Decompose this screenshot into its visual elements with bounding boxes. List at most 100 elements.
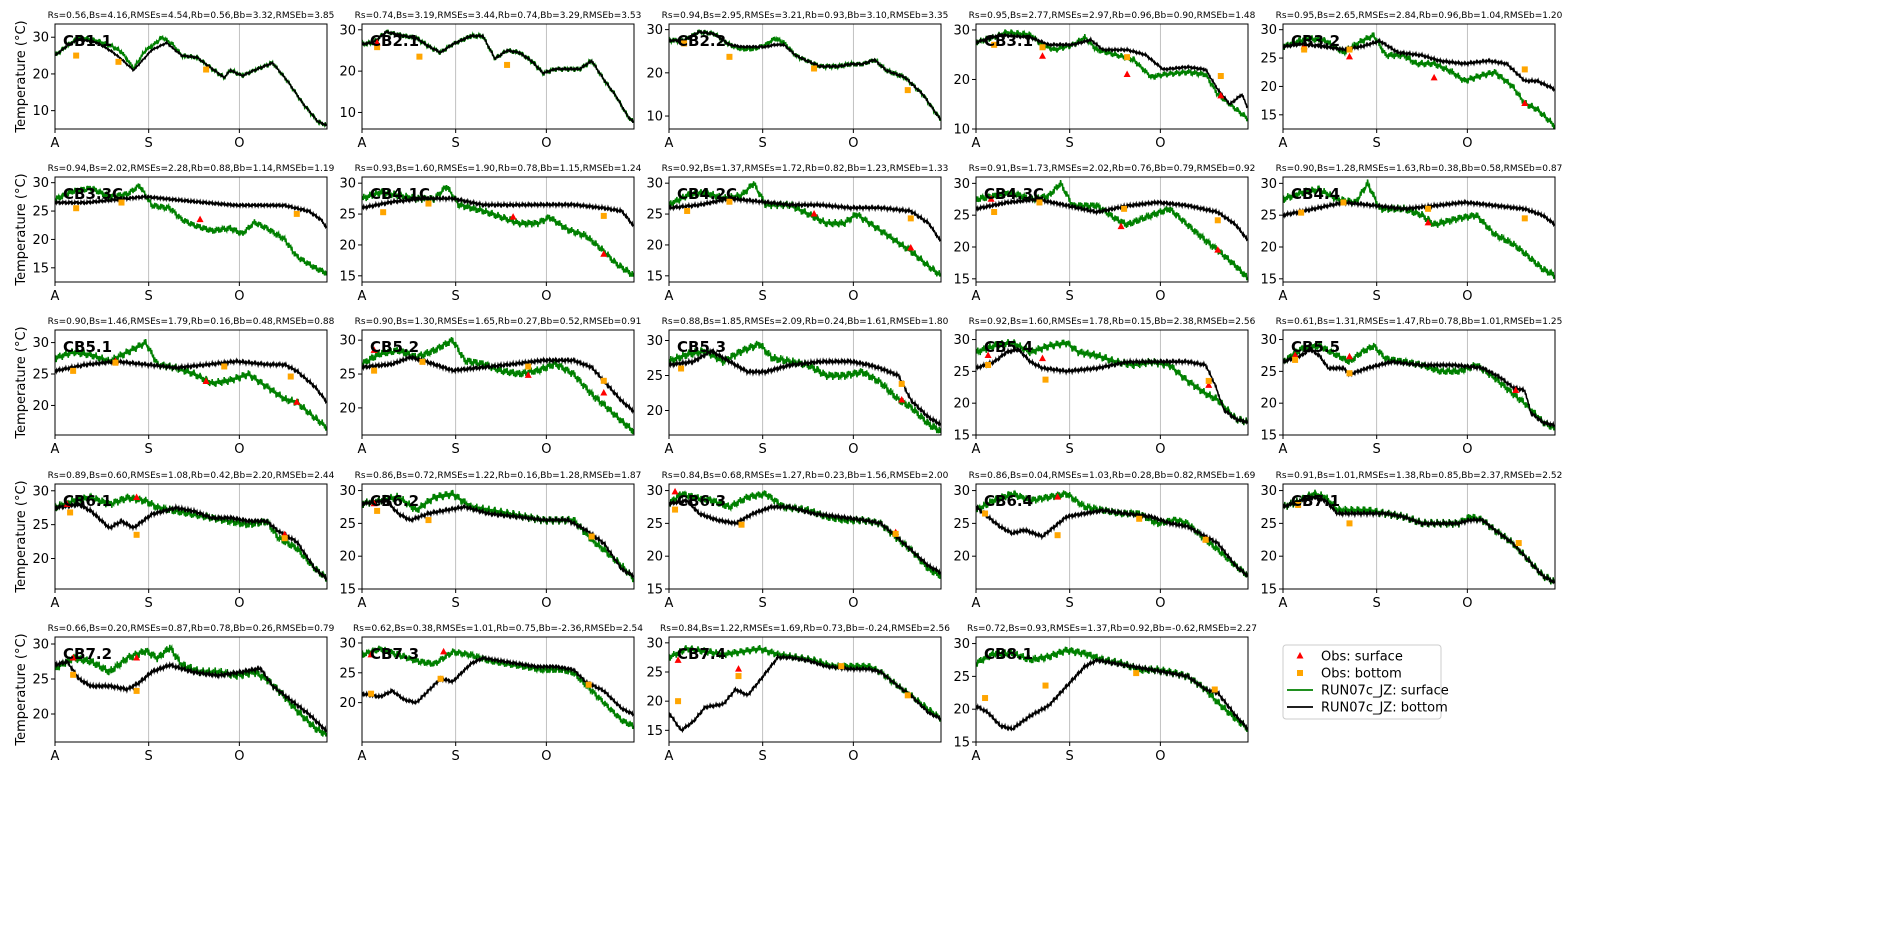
obs-bottom-marker [991, 209, 998, 215]
subplot-cb5-1: A S O 20 25 30 CB5.1 Rs=0.90,Bs=1.46,RMSEs=1.79… [14, 317, 335, 457]
obs-bottom-marker [1346, 46, 1353, 53]
y-axis-label: Temperature (°C) [14, 173, 29, 286]
station-label: CB1.1 [63, 32, 112, 50]
axes-frame [361, 636, 635, 743]
surface-line [976, 179, 1248, 281]
y-tick-label: 25 [646, 369, 663, 384]
obs-surface-marker [984, 351, 992, 358]
obs-bottom-marker [672, 506, 679, 513]
obs-bottom-marker [684, 207, 691, 214]
y-axis-label: Temperature (°C) [14, 20, 29, 133]
y-tick-label: 25 [953, 517, 970, 532]
x-tick-label: S [1066, 442, 1074, 457]
x-tick-label: A [358, 596, 367, 611]
axes-frame [668, 176, 942, 283]
subplot-cb5-2: A S O 20 25 30 CB5.2 Rs=0.90,Bs=1.30,RMSEs=1.65… [339, 317, 641, 457]
subplot-title: Rs=0.92,Bs=1.37,RMSEs=1.72,Rb=0.82,Bb=1.… [662, 164, 949, 174]
subplot-title: Rs=0.90,Bs=1.28,RMSEs=1.63,Rb=0.38,Bb=0.… [1276, 164, 1563, 174]
y-tick-label: 30 [953, 177, 970, 192]
legend-triangle-icon [1296, 652, 1304, 659]
x-tick-label: A [1279, 442, 1288, 457]
y-tick-label: 25 [339, 517, 356, 532]
obs-bottom-marker [1346, 370, 1353, 377]
x-tick-label: A [665, 289, 674, 304]
y-tick-label: 30 [339, 636, 356, 651]
subplot-title: Rs=0.86,Bs=0.72,RMSEs=1.22,Rb=0.16,Bb=1.… [355, 471, 642, 481]
obs-bottom-marker [371, 367, 378, 374]
y-tick-label: 25 [32, 673, 49, 688]
axes-frame [54, 23, 328, 130]
y-tick-label: 25 [1260, 52, 1277, 67]
legend-label: Obs: bottom [1321, 667, 1402, 682]
x-tick-label: O [1155, 596, 1165, 611]
obs-bottom-marker [1346, 520, 1353, 527]
y-tick-label: 25 [339, 208, 356, 223]
subplot-cb2-1: A S O 10 20 30 CB2.1 Rs=0.74,Bs=3.19,RMSEs=3.44… [339, 11, 641, 151]
station-label: CB5.3 [677, 338, 726, 356]
obs-bottom-marker [293, 210, 300, 217]
y-tick-label: 30 [1260, 484, 1277, 499]
subplot-title: Rs=0.91,Bs=1.73,RMSEs=2.02,Rb=0.76,Bb=0.… [969, 164, 1256, 174]
x-tick-label: A [358, 289, 367, 304]
x-tick-label: O [234, 596, 244, 611]
obs-bottom-marker [681, 40, 688, 47]
y-tick-label: 15 [1260, 108, 1277, 123]
obs-bottom-marker [115, 58, 122, 65]
axes-frame [1282, 176, 1556, 283]
obs-surface-marker [196, 215, 204, 223]
y-tick-label: 20 [953, 550, 970, 565]
y-tick-label: 10 [339, 106, 356, 121]
obs-bottom-marker [1298, 209, 1305, 216]
x-tick-label: A [972, 596, 981, 611]
obs-surface-marker [1038, 52, 1046, 59]
obs-bottom-marker [203, 66, 210, 73]
obs-bottom-marker [991, 41, 998, 48]
y-tick-label: 30 [339, 484, 356, 499]
x-tick-label: S [759, 596, 767, 611]
subplot-cb6-1: A S O 20 25 30 CB6.1 Rs=0.89,Bs=0.60,RMSEs=1.08… [14, 471, 335, 611]
subplot-cb5-4: A S O 15 20 25 30 CB5.4 Rs=0.92,Bs=1.60,RMSEs=1.… [953, 317, 1255, 457]
obs-surface-marker [133, 654, 141, 661]
axes-frame [668, 329, 942, 436]
axes-frame [54, 176, 328, 283]
subplot-cb7-3: A S O 20 25 30 CB7.3 Rs=0.62,Bs=0.38,RMSEs=1.01… [339, 624, 643, 764]
bottom-line [669, 347, 941, 428]
station-label: CB4.2C [677, 185, 737, 203]
surface-line [55, 339, 327, 431]
surface-line [1283, 179, 1555, 279]
axes-frame [975, 483, 1249, 590]
surface-line [55, 183, 327, 276]
x-tick-label: S [1066, 596, 1074, 611]
surface-line [1283, 32, 1555, 129]
surface-line [976, 339, 1248, 426]
subplot-title: Rs=0.62,Bs=0.38,RMSEs=1.01,Rb=0.75,Bb=-2… [353, 624, 643, 634]
surface-line [976, 29, 1248, 122]
x-tick-label: A [51, 442, 60, 457]
y-tick-label: 20 [32, 552, 49, 567]
x-tick-label: S [1373, 442, 1381, 457]
y-tick-label: 25 [1260, 517, 1277, 532]
subplot-cb3-3c: A S O 15 20 25 30 CB3.3C Rs=0.94,Bs=2.02,RMSEs=2… [14, 164, 335, 304]
obs-bottom-marker [1340, 199, 1347, 206]
obs-bottom-marker [1133, 670, 1140, 677]
station-label: CB4.4 [1291, 185, 1340, 203]
axes-frame [975, 636, 1249, 743]
y-tick-label: 25 [646, 666, 663, 681]
y-tick-label: 15 [953, 272, 970, 287]
obs-bottom-marker [281, 535, 288, 542]
bottom-line [976, 345, 1248, 426]
x-tick-label: S [452, 749, 460, 764]
subplot-title: Rs=0.95,Bs=2.65,RMSEs=2.84,Rb=0.96,Bb=1.… [1276, 11, 1563, 21]
bottom-line [55, 357, 327, 405]
y-tick-label: 25 [1260, 209, 1277, 224]
y-tick-label: 15 [339, 583, 356, 598]
obs-bottom-marker [811, 65, 818, 72]
obs-surface-marker [1038, 354, 1046, 362]
y-tick-label: 15 [32, 261, 49, 276]
station-label: CB7.3 [370, 645, 419, 663]
subplot-title: Rs=0.72,Bs=0.93,RMSEs=1.37,Rb=0.92,Bb=-0… [967, 624, 1257, 634]
obs-surface-marker [440, 647, 448, 655]
y-tick-label: 20 [953, 397, 970, 412]
subplot-title: Rs=0.94,Bs=2.95,RMSEs=3.21,Rb=0.93,Bb=3.… [662, 11, 949, 21]
obs-bottom-marker [112, 359, 119, 366]
